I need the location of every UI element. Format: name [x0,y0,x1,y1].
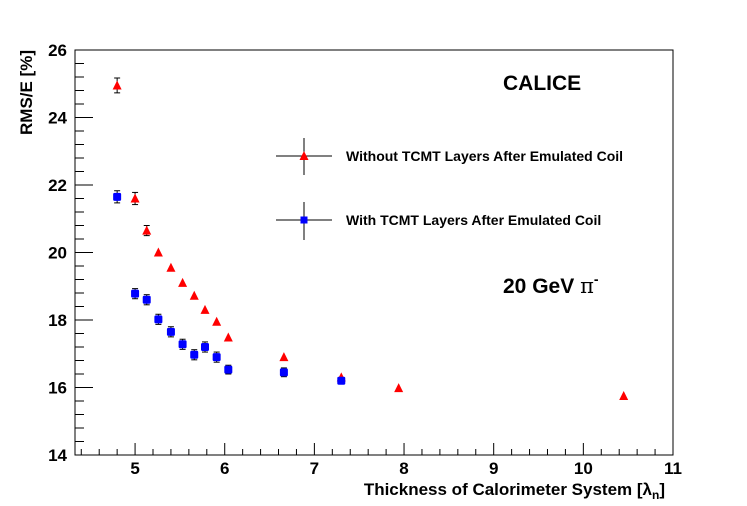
data-point-triangle [394,383,404,393]
legend-label-without-tcmt: Without TCMT Layers After Emulated Coil [346,148,623,164]
data-point-triangle [130,193,140,203]
legend-label-with-tcmt: With TCMT Layers After Emulated Coil [346,212,601,228]
data-point-square [337,376,346,385]
experiment-label: CALICE [503,72,581,95]
x-axis: 5 6 7 8 9 10 11 [80,443,682,478]
y-axis-title: RMS/E [%] [17,50,36,135]
x-axis-title-subscript: n [652,488,659,502]
x-tick-label: 9 [489,459,498,478]
data-point-triangle [166,262,176,272]
data-point-triangle [200,304,210,314]
y-tick-label: 16 [48,379,67,398]
x-tick-label: 6 [220,459,229,478]
data-point-square [279,368,288,377]
data-point-triangle [212,316,222,326]
x-axis-title: Thickness of Calorimeter System [λn] [364,480,665,502]
legend: Without TCMT Layers After Emulated Coil … [276,138,623,240]
x-tick-label: 10 [574,459,593,478]
data-point-triangle [619,390,629,400]
legend-marker-square [300,216,308,224]
data-point-square [154,315,163,324]
data-point-triangle [112,80,122,90]
y-tick-label: 18 [48,311,67,330]
data-point-triangle [153,247,163,257]
series-square [113,190,346,385]
data-point-square [212,353,221,362]
y-tick-label: 26 [48,41,67,60]
data-point-triangle [178,277,188,287]
data-point-square [113,192,122,201]
beam-energy-label: 20 GeV π- [503,271,599,298]
data-point-square [190,350,199,359]
x-tick-label: 8 [399,459,408,478]
data-point-square [201,343,209,351]
data-point-square [142,295,151,304]
y-tick-label: 14 [48,446,67,465]
data-point-triangle [189,290,199,300]
particle-symbol: π [580,274,594,298]
data-point-triangle [142,225,152,235]
y-axis: 14 16 18 20 22 24 26 [48,41,93,465]
data-point-square [166,327,175,336]
x-tick-label: 7 [310,459,319,478]
data-point-triangle [223,332,233,342]
y-tick-label: 20 [48,244,67,263]
x-tick-label: 5 [130,459,139,478]
data-point-square [131,289,140,298]
data-point-square [224,365,233,374]
particle-charge: - [594,271,599,287]
y-tick-label: 24 [48,109,67,128]
legend-marker-triangle [299,151,309,160]
data-series [112,77,629,400]
legend-entry-without-tcmt: Without TCMT Layers After Emulated Coil [276,138,623,175]
data-point-triangle [279,352,289,362]
legend-entry-with-tcmt: With TCMT Layers After Emulated Coil [276,202,601,240]
y-tick-label: 22 [48,176,67,195]
data-point-square [178,340,187,349]
x-tick-label: 11 [664,459,682,478]
